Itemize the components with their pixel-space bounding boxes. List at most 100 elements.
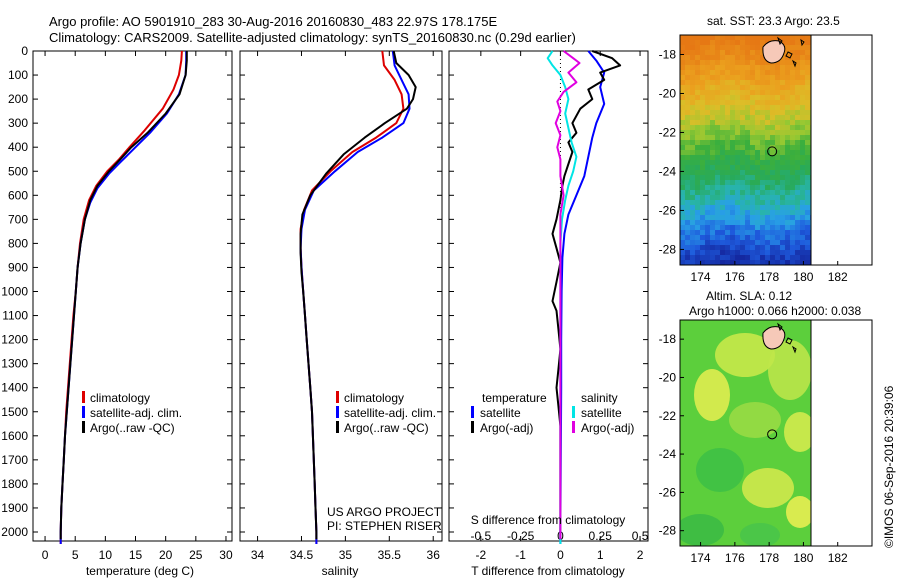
sst-pixel bbox=[685, 65, 690, 70]
sst-pixel bbox=[795, 165, 800, 170]
sst-pixel bbox=[685, 55, 690, 60]
sst-pixel bbox=[735, 85, 740, 90]
sst-pixel bbox=[775, 160, 780, 165]
sst-pixel bbox=[755, 80, 760, 85]
sst-pixel bbox=[765, 220, 770, 225]
sst-pixel bbox=[730, 185, 735, 190]
sst-pixel bbox=[805, 190, 810, 195]
sst-pixel bbox=[700, 125, 705, 130]
sst-pixel bbox=[795, 205, 800, 210]
sst-pixel bbox=[800, 60, 805, 65]
sst-pixel bbox=[775, 225, 780, 230]
sst-pixel bbox=[795, 210, 800, 215]
sst-pixel bbox=[720, 175, 725, 180]
sst-pixel bbox=[740, 60, 745, 65]
sst-pixel bbox=[695, 220, 700, 225]
sst-pixel bbox=[805, 110, 810, 115]
sst-pixel bbox=[775, 185, 780, 190]
sst-pixel bbox=[705, 245, 710, 250]
salinity-series bbox=[299, 50, 417, 544]
sst-pixel bbox=[805, 60, 810, 65]
sst-pixel bbox=[765, 75, 770, 80]
sst-pixel bbox=[755, 245, 760, 250]
sst-pixel bbox=[715, 145, 720, 150]
sst-pixel bbox=[725, 115, 730, 120]
sst-pixel bbox=[695, 75, 700, 80]
sst-pixel bbox=[750, 95, 755, 100]
sst-pixel bbox=[765, 250, 770, 255]
sst-pixel bbox=[790, 230, 795, 235]
sst-pixel bbox=[740, 190, 745, 195]
sst-pixel bbox=[685, 70, 690, 75]
sst-pixel bbox=[745, 190, 750, 195]
sst-pixel bbox=[765, 125, 770, 130]
sst-pixel bbox=[785, 255, 790, 260]
sst-pixel bbox=[760, 200, 765, 205]
sst-pixel bbox=[785, 130, 790, 135]
sst-pixel bbox=[770, 255, 775, 260]
sst-pixel bbox=[705, 210, 710, 215]
sla-map-title-line1: Altim. SLA: 0.12 bbox=[706, 289, 792, 303]
sst-pixel bbox=[705, 230, 710, 235]
sst-pixel bbox=[715, 250, 720, 255]
sst-pixel bbox=[715, 190, 720, 195]
sst-pixel bbox=[700, 90, 705, 95]
map-x-tick-label: 180 bbox=[793, 551, 813, 565]
sst-pixel bbox=[800, 35, 805, 40]
sst-pixel bbox=[715, 115, 720, 120]
sst-pixel bbox=[695, 175, 700, 180]
sst-pixel bbox=[710, 115, 715, 120]
x-tick-label: 2 bbox=[637, 548, 644, 562]
sst-pixel bbox=[765, 205, 770, 210]
x-tick-label: 34 bbox=[251, 548, 265, 562]
sst-pixel bbox=[775, 235, 780, 240]
sst-pixel bbox=[780, 165, 785, 170]
sst-pixel bbox=[690, 200, 695, 205]
sst-pixel bbox=[685, 190, 690, 195]
sst-pixel bbox=[785, 205, 790, 210]
sst-pixel bbox=[770, 260, 775, 265]
sst-pixel bbox=[740, 185, 745, 190]
sst-pixel bbox=[800, 170, 805, 175]
sst-pixel bbox=[775, 65, 780, 70]
sst-pixel bbox=[760, 245, 765, 250]
sst-pixel bbox=[700, 135, 705, 140]
sst-pixel bbox=[730, 60, 735, 65]
sst-pixel bbox=[750, 175, 755, 180]
sst-pixel bbox=[800, 180, 805, 185]
sst-pixel bbox=[795, 215, 800, 220]
sst-pixel bbox=[755, 55, 760, 60]
sst-pixel bbox=[700, 150, 705, 155]
sst-pixel bbox=[795, 240, 800, 245]
sst-pixel bbox=[735, 155, 740, 160]
sst-pixel bbox=[685, 75, 690, 80]
sst-pixel bbox=[805, 195, 810, 200]
sst-pixel bbox=[720, 200, 725, 205]
sst-pixel bbox=[795, 195, 800, 200]
sst-pixel bbox=[745, 160, 750, 165]
sst-pixel bbox=[710, 125, 715, 130]
sst-pixel bbox=[695, 35, 700, 40]
sst-pixel bbox=[805, 135, 810, 140]
sst-pixel bbox=[695, 95, 700, 100]
sst-pixel bbox=[795, 175, 800, 180]
sst-pixel bbox=[785, 120, 790, 125]
sst-pixel bbox=[695, 125, 700, 130]
sst-pixel bbox=[700, 80, 705, 85]
temperature-legend: climatology satellite-adj. clim. Argo(..… bbox=[82, 391, 182, 435]
sst-pixel bbox=[770, 130, 775, 135]
sst-pixel bbox=[755, 50, 760, 55]
sst-pixel bbox=[785, 215, 790, 220]
sst-pixel bbox=[680, 35, 685, 40]
map-y-tick-label: -28 bbox=[659, 524, 677, 538]
sst-pixel bbox=[735, 35, 740, 40]
sst-pixel bbox=[730, 45, 735, 50]
sst-pixel bbox=[750, 250, 755, 255]
sst-pixel bbox=[765, 165, 770, 170]
sst-pixel bbox=[730, 165, 735, 170]
sst-pixel bbox=[730, 50, 735, 55]
sst-pixel bbox=[760, 100, 765, 105]
sst-pixel bbox=[735, 180, 740, 185]
sst-pixel bbox=[690, 240, 695, 245]
sst-pixel bbox=[690, 205, 695, 210]
